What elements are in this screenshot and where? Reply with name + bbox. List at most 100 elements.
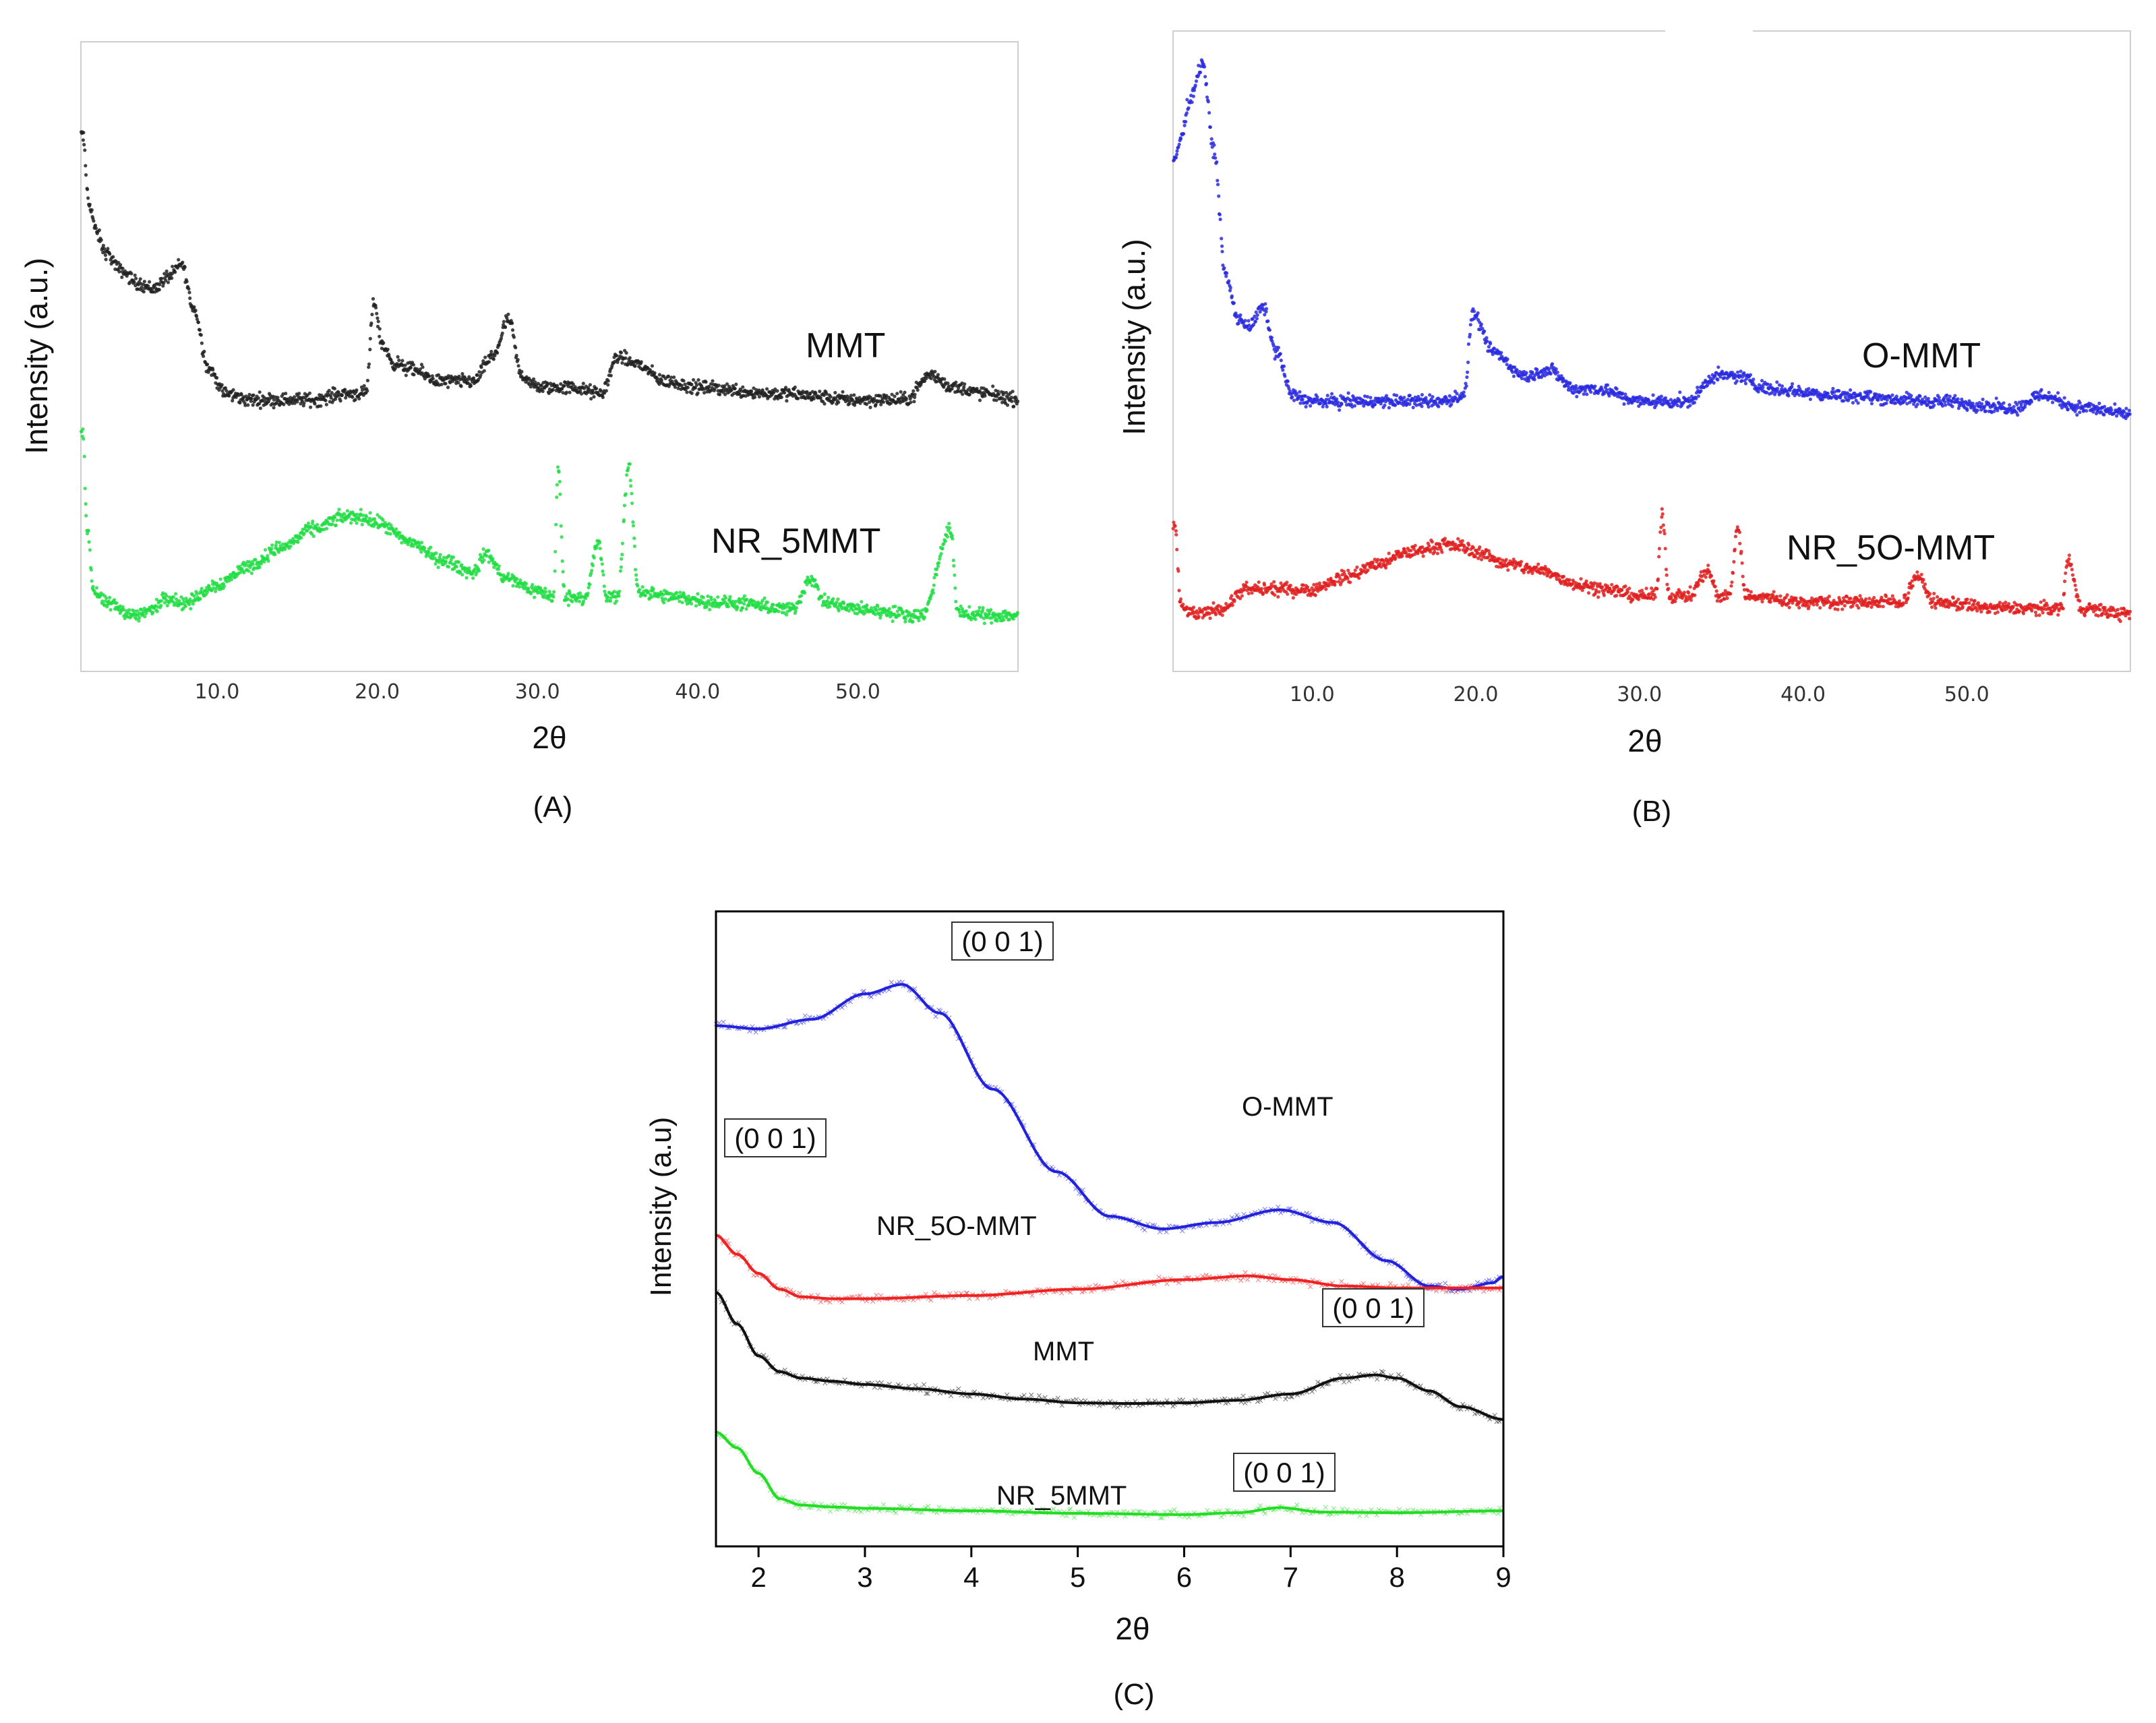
data-point: [631, 524, 636, 528]
data-point: [187, 286, 191, 291]
data-point: [1775, 380, 1779, 384]
data-point: [587, 388, 592, 392]
data-point: [164, 594, 169, 598]
data-point: [865, 603, 869, 607]
data-point: [330, 391, 334, 395]
data-points-a: [79, 130, 1020, 626]
data-point: [912, 400, 916, 404]
data-point: [1456, 537, 1460, 541]
data-point: [1304, 404, 1308, 409]
data-point: [510, 328, 515, 332]
data-point: [202, 349, 206, 354]
data-point: [779, 395, 783, 399]
data-point: [656, 377, 660, 382]
data-point: [1983, 409, 1988, 413]
data-point: [709, 597, 713, 602]
data-point: [560, 559, 564, 564]
data-point: [2051, 400, 2055, 404]
data-point: [1329, 392, 1334, 396]
data-point: [978, 398, 982, 402]
data-point: [625, 473, 629, 477]
data-point: [911, 389, 916, 393]
data-point: [504, 325, 508, 329]
data-point: [1253, 320, 1257, 324]
data-point: [1267, 328, 1271, 332]
data-point: [421, 365, 425, 369]
data-point: [400, 359, 405, 363]
data-point: [173, 592, 178, 596]
data-point: [1918, 394, 1922, 398]
data-point: [578, 389, 582, 393]
data-point: [1433, 550, 1437, 554]
data-point: [155, 609, 159, 613]
data-point: [1808, 397, 1812, 401]
data-point: [411, 363, 416, 367]
data-point: [497, 564, 501, 568]
data-point: [594, 386, 599, 390]
data-point: [1222, 266, 1226, 270]
x-tick-label: 20.0: [1454, 683, 1499, 706]
data-point: [600, 562, 604, 566]
data-point: [1193, 84, 1197, 88]
data-point: [1291, 596, 1295, 600]
data-point: [159, 603, 163, 607]
data-point: [923, 379, 927, 384]
data-point: [690, 391, 694, 396]
data-point: [1373, 402, 1377, 406]
data-point: [258, 566, 262, 570]
data-point: [1230, 294, 1234, 298]
data-point: [86, 196, 90, 200]
data-point: [524, 582, 529, 586]
data-point: [229, 578, 233, 582]
data-point: [161, 284, 165, 288]
data-point: [514, 353, 518, 358]
data-point: [82, 131, 86, 135]
data-point: [951, 558, 955, 562]
data-point: [733, 386, 737, 391]
data-point: [2012, 404, 2016, 409]
data-point: [196, 320, 200, 324]
data-point: [394, 366, 398, 370]
data-point: [357, 396, 361, 401]
data-point: [276, 396, 280, 400]
data-point: [1869, 402, 1874, 406]
data-point: [419, 541, 424, 545]
data-point: [849, 394, 853, 398]
data-point: [1198, 70, 1203, 74]
data-point: [904, 396, 908, 400]
data-point: [592, 395, 596, 399]
data-point: [409, 365, 413, 370]
data-point: [1290, 395, 1294, 399]
data-point: [489, 349, 493, 354]
data-point: [1420, 404, 1424, 409]
data-point: [382, 341, 386, 345]
data-point: [771, 603, 775, 607]
data-point: [368, 511, 372, 515]
data-point: [925, 609, 929, 613]
data-point: [84, 173, 88, 177]
data-point: [666, 374, 671, 378]
data-point: [728, 595, 732, 599]
data-point: [2002, 401, 2006, 405]
data-point: [1555, 370, 1559, 374]
data-point: [340, 393, 344, 398]
data-point: [1549, 371, 1553, 376]
data-point: [1807, 387, 1811, 391]
data-point: [479, 373, 483, 377]
data-point: [1282, 364, 1286, 368]
data-point: [1177, 142, 1181, 146]
data-point: [206, 370, 210, 374]
data-point: [1334, 580, 1338, 584]
data-point: [1309, 404, 1313, 408]
data-point: [931, 588, 935, 592]
data-point: [1010, 399, 1014, 403]
data-point: [1748, 373, 1753, 377]
data-point: [539, 383, 543, 388]
data-point: [249, 571, 253, 576]
data-point: [1387, 406, 1391, 410]
data-point: [1002, 617, 1006, 622]
data-point: [1639, 402, 1643, 406]
data-point: [106, 247, 110, 251]
data-point: [1194, 79, 1199, 83]
